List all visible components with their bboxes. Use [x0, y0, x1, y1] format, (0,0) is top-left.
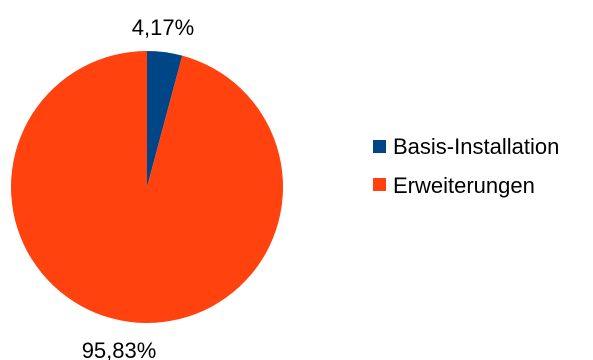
chart-legend: Basis-Installation Erweiterungen: [373, 134, 559, 198]
pie-slices: [10, 51, 283, 323]
slice-label-erweiterungen: 95,83%: [82, 338, 157, 360]
legend-item-erweiterungen: Erweiterungen: [373, 173, 535, 198]
legend-swatch-erweiterungen: [373, 178, 386, 191]
slice-label-basis-installation: 4,17%: [132, 15, 194, 40]
legend-item-basis-installation: Basis-Installation: [373, 134, 559, 159]
legend-label-basis-installation: Basis-Installation: [393, 134, 559, 159]
legend-label-erweiterungen: Erweiterungen: [393, 173, 535, 198]
pie-slice-basis-installation: [147, 51, 183, 187]
pie-data-labels: 4,17% 95,83%: [82, 15, 195, 360]
legend-swatch-basis-installation: [373, 140, 386, 153]
pie-slice-erweiterungen: [10, 51, 283, 323]
